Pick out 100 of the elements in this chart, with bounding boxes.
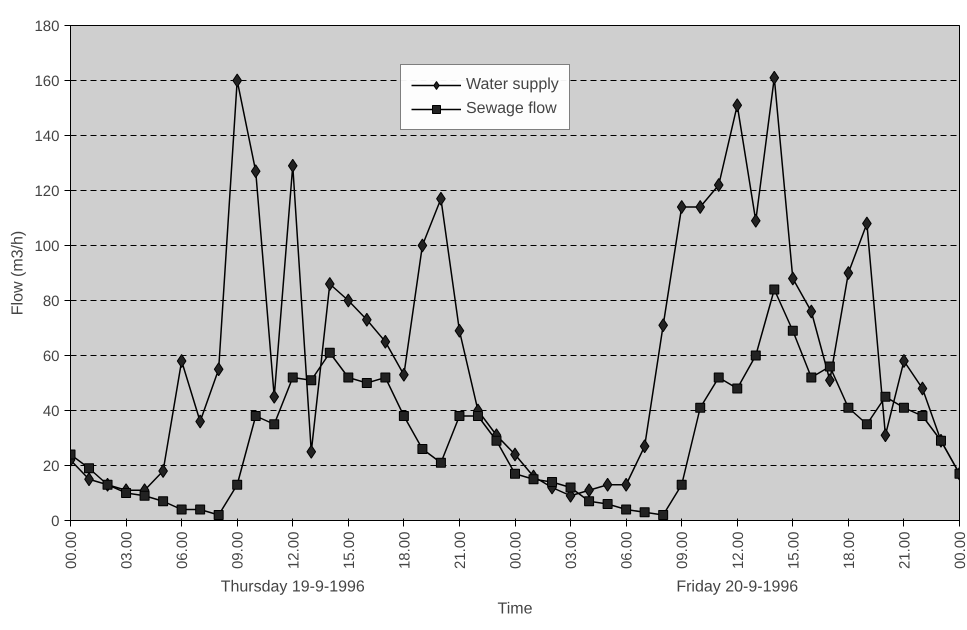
point <box>288 372 298 382</box>
x-tick-label: 09.00 <box>674 531 692 570</box>
point <box>398 411 409 421</box>
point <box>417 444 428 454</box>
point <box>695 200 706 214</box>
point <box>510 448 520 462</box>
x-tick-label: 09.00 <box>230 531 247 570</box>
x-tick-label: 18.00 <box>840 531 858 570</box>
x-tick-label: 00.00 <box>952 531 967 570</box>
point <box>176 354 186 368</box>
point <box>176 504 187 514</box>
y-tick-label: 0 <box>51 513 60 530</box>
point <box>528 474 539 484</box>
point <box>454 411 464 421</box>
point <box>547 477 558 487</box>
x-tick-label: 18.00 <box>396 531 414 570</box>
point <box>269 419 280 430</box>
point <box>769 284 780 294</box>
point <box>288 158 298 173</box>
point <box>84 463 94 474</box>
point <box>769 70 780 85</box>
point <box>584 496 594 506</box>
point <box>324 277 335 291</box>
y-axis-title: Flow (m3/h) <box>9 230 26 316</box>
point <box>380 372 390 382</box>
y-tick-label: 20 <box>42 458 60 475</box>
point <box>418 238 428 252</box>
x-tick-label: 03.00 <box>563 531 580 570</box>
point <box>844 266 854 280</box>
y-tick-label: 140 <box>34 128 60 145</box>
point <box>732 384 742 394</box>
point <box>232 480 242 490</box>
point <box>343 294 354 308</box>
x-tick-label: 00.00 <box>63 531 80 570</box>
y-tick-label: 180 <box>34 18 60 35</box>
point <box>491 436 502 446</box>
point <box>862 419 872 430</box>
x-axis-title: Time <box>498 600 533 618</box>
point <box>306 375 316 386</box>
point <box>232 74 242 88</box>
point <box>640 507 650 518</box>
y-tick-label: 80 <box>42 293 60 310</box>
point <box>195 504 206 514</box>
y-tick-label: 100 <box>34 238 60 255</box>
point <box>917 411 928 421</box>
point <box>898 402 909 413</box>
point <box>602 499 613 509</box>
point <box>158 496 168 506</box>
y-tick-label: 60 <box>42 348 60 365</box>
x-tick-label: 21.00 <box>452 531 469 570</box>
point <box>824 362 835 372</box>
point <box>676 480 687 490</box>
x-tick-label: 06.00 <box>174 531 192 570</box>
point <box>806 372 816 382</box>
text: Friday 20-9-1996 <box>676 578 798 596</box>
point <box>714 372 724 382</box>
point <box>214 510 224 520</box>
point <box>843 402 854 413</box>
x-tick-label: 03.00 <box>118 531 136 570</box>
x-tick-label: 00.00 <box>508 531 524 570</box>
point <box>195 414 205 428</box>
point <box>472 411 483 421</box>
point <box>306 444 316 459</box>
point <box>250 164 261 178</box>
point <box>324 348 335 358</box>
point <box>862 216 872 230</box>
legend-label: Water supply <box>466 76 559 94</box>
point <box>566 482 576 492</box>
point <box>750 350 761 360</box>
point <box>714 178 724 192</box>
y-tick-label: 40 <box>42 403 60 420</box>
point <box>750 214 761 228</box>
point <box>121 488 132 498</box>
point <box>343 372 354 382</box>
x-tick-label: 15.00 <box>785 531 802 570</box>
point <box>436 458 446 468</box>
x-tick-label: 12.00 <box>730 531 747 570</box>
point <box>362 378 372 388</box>
point <box>621 504 632 514</box>
point <box>676 200 687 214</box>
x-tick-label: 21.00 <box>896 531 914 570</box>
point <box>918 382 928 396</box>
text: Thursday 19-9-1996 <box>220 578 365 596</box>
point <box>899 354 909 368</box>
x-tick-label: 06.00 <box>618 531 636 570</box>
y-tick-label: 120 <box>34 183 60 200</box>
y-tick-label: 160 <box>34 73 60 90</box>
point <box>788 272 798 286</box>
point <box>140 490 150 501</box>
point <box>510 468 520 479</box>
point <box>732 98 742 112</box>
point <box>788 326 798 336</box>
point <box>658 510 668 520</box>
point <box>880 392 890 402</box>
point <box>695 402 706 413</box>
legend-label: Sewage flow <box>466 100 557 118</box>
x-tick-label: 12.00 <box>285 531 302 570</box>
point <box>806 304 816 318</box>
point <box>250 411 261 421</box>
point <box>158 464 168 478</box>
